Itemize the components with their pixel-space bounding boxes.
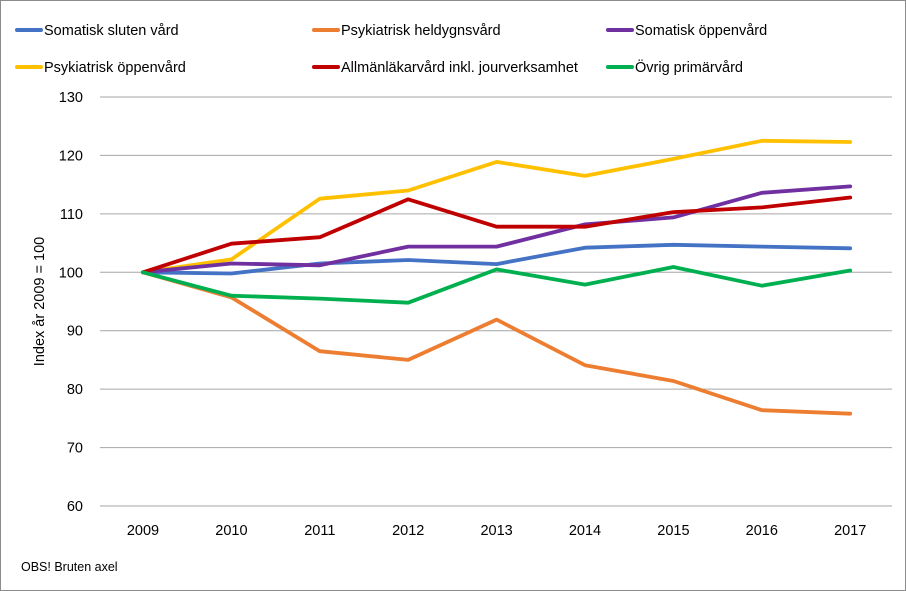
- y-tick-label: 80: [67, 382, 83, 398]
- legend-label-4: Psykiatrisk öppenvård: [44, 60, 186, 76]
- x-tick-label: 2012: [392, 523, 424, 539]
- series-line-4: [141, 138, 853, 275]
- x-tick-label: 2013: [480, 523, 512, 539]
- legend-label-3: Somatisk öppenvård: [635, 23, 767, 39]
- y-tick-label: 60: [67, 499, 83, 515]
- series-line-5: [141, 195, 853, 275]
- y-tick-label: 130: [59, 90, 83, 106]
- x-tick-label: 2017: [834, 523, 866, 539]
- legend-label-6: Övrig primärvård: [635, 58, 743, 76]
- x-tick-label: 2016: [746, 523, 778, 539]
- x-tick-label: 2015: [657, 523, 689, 539]
- series-line-3: [141, 184, 853, 275]
- x-tick-label: 2010: [215, 523, 247, 539]
- y-tick-label: 70: [67, 441, 83, 457]
- legend-label-2: Psykiatrisk heldygnsvård: [341, 23, 501, 39]
- series-line-6: [141, 265, 853, 305]
- y-tick-label: 90: [67, 324, 83, 340]
- legend-label-5: Allmänläkarvård inkl. jourverksamhet: [341, 60, 578, 76]
- y-axis-title: Index år 2009 = 100: [32, 237, 48, 366]
- legend-label-1: Somatisk sluten vård: [44, 23, 179, 39]
- axis-break-note: OBS! Bruten axel: [21, 560, 118, 574]
- x-tick-label: 2009: [127, 523, 159, 539]
- y-tick-label: 100: [59, 265, 83, 281]
- y-tick-label: 120: [59, 148, 83, 164]
- x-tick-label: 2011: [304, 523, 335, 539]
- series-line-2: [141, 270, 853, 416]
- series-line-1: [141, 242, 853, 276]
- x-tick-label: 2014: [569, 523, 601, 539]
- y-tick-label: 110: [60, 207, 83, 223]
